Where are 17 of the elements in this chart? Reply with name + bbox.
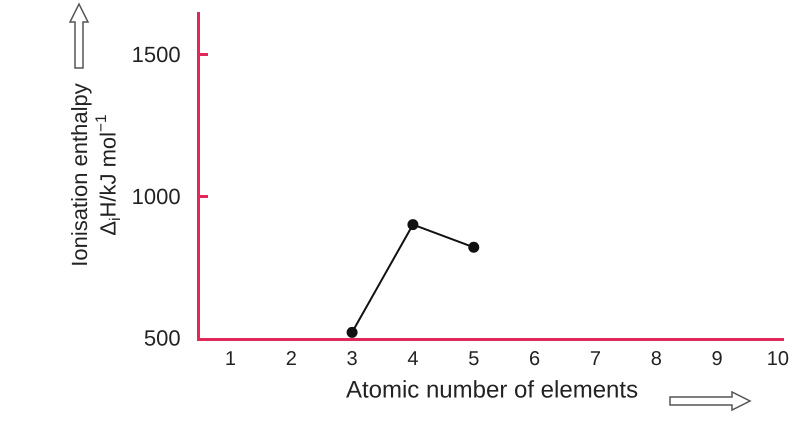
point <box>468 242 480 253</box>
y-tick-label: 1500 <box>132 42 181 68</box>
y-tick-label: 500 <box>144 326 181 351</box>
x-tick-label: 1 <box>224 348 236 370</box>
y-tick-label: 1000 <box>132 184 181 209</box>
x-tick-label: 10 <box>766 348 790 370</box>
x-tick-label: 8 <box>650 348 662 370</box>
x-tick-label: 9 <box>712 348 723 370</box>
point <box>407 219 418 230</box>
x-tick-label: 2 <box>286 348 297 370</box>
x-tick-label: 4 <box>407 348 418 370</box>
x-tick-label: 5 <box>468 348 480 370</box>
x-tick-label: 3 <box>346 348 358 370</box>
x-axis-title: Atomic number of elements <box>346 376 638 404</box>
x-tick-label: 7 <box>590 348 601 370</box>
x-tick-label: 6 <box>529 348 540 370</box>
point <box>346 326 358 338</box>
